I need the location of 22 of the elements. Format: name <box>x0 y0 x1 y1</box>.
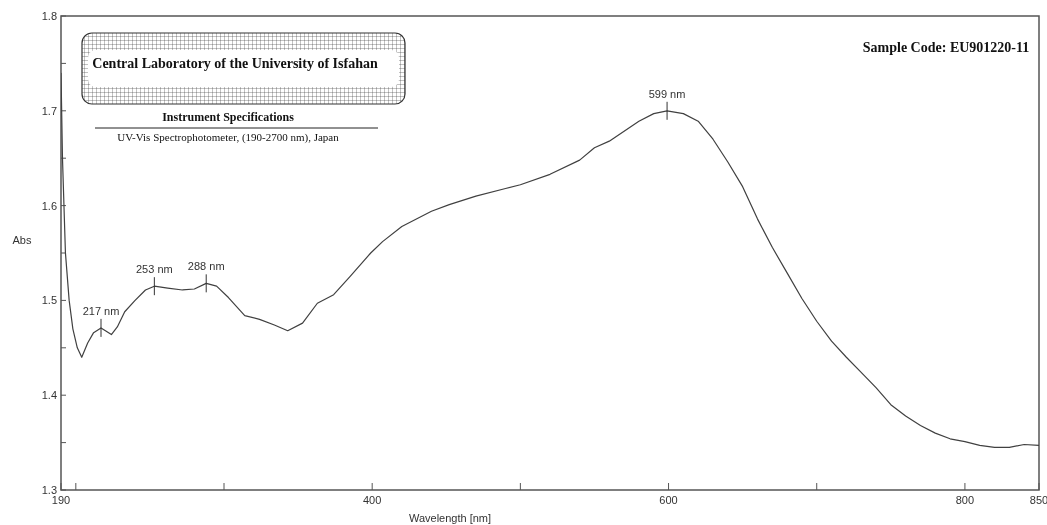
annotation: 599 nm <box>648 87 686 100</box>
annotation: Instrument Specifications <box>162 110 295 124</box>
y-tick-label: 1.8 <box>41 10 57 22</box>
annotation: Sample Code: EU901220-11 <box>862 40 1030 55</box>
y-tick-label: 1.6 <box>41 199 57 212</box>
y-tick-label: 1.7 <box>41 104 57 117</box>
y-tick-label: 1.5 <box>41 294 57 307</box>
x-tick-label: 190 <box>51 494 71 506</box>
x-tick-label: 600 <box>659 494 678 506</box>
y-tick-label: 1.3 <box>41 484 57 496</box>
y-tick-label: 1.4 <box>41 389 57 402</box>
x-tick-label: 800 <box>955 494 975 506</box>
x-axis-title: Wavelength [nm] <box>408 512 492 524</box>
line-series <box>61 72 1039 448</box>
annotation: Central Laboratory of the University of Isfahan <box>92 56 378 71</box>
y-axis-title: Abs <box>12 234 32 246</box>
annotation: UV-Vis Spectrophotometer, (190-2700 nm), Japan <box>117 131 340 144</box>
annotation: 217 nm <box>82 304 120 317</box>
x-tick-label: 850 <box>1029 494 1047 506</box>
x-tick-label: 400 <box>363 494 382 506</box>
annotation: 288 nm <box>187 260 225 273</box>
annotation: 253 nm <box>136 263 173 276</box>
